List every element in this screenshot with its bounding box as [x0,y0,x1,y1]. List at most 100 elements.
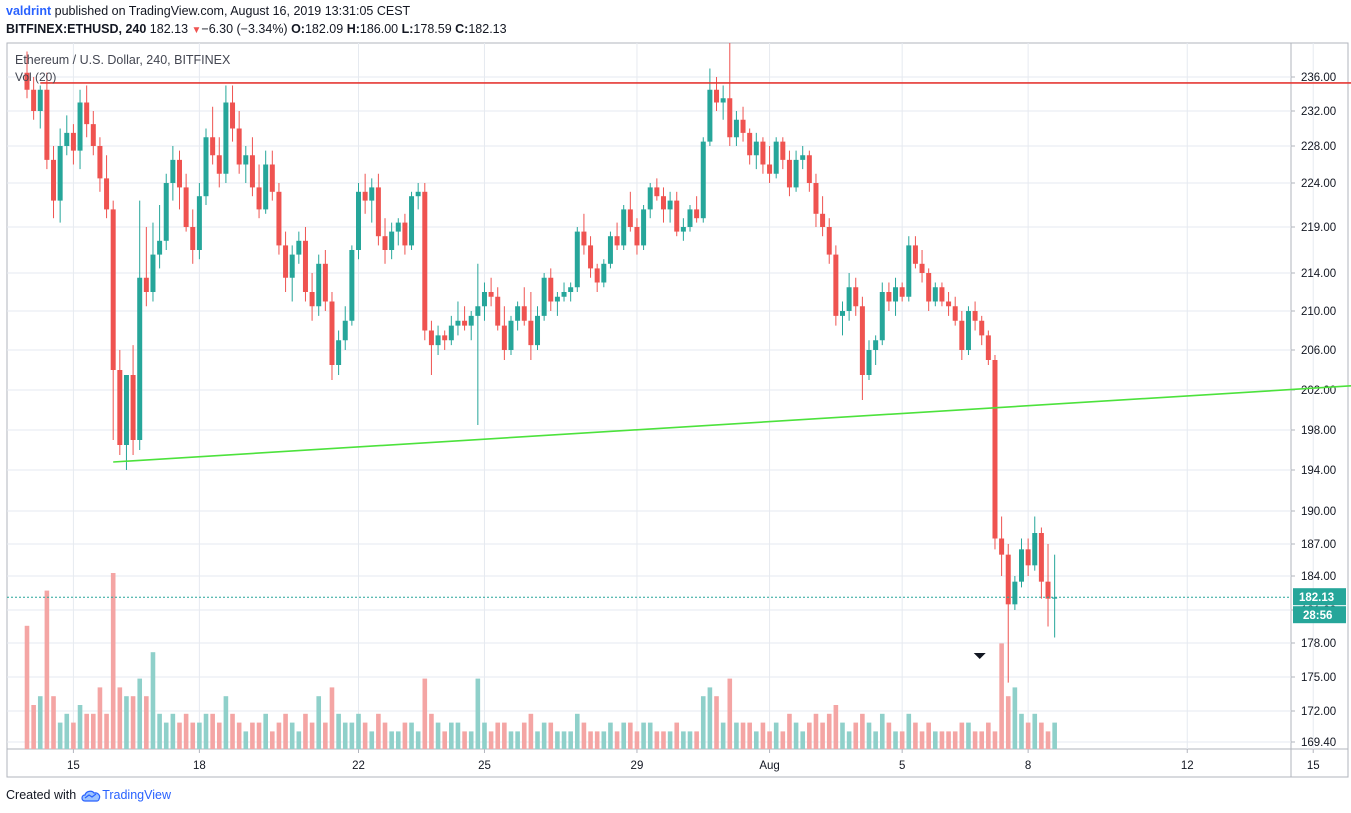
volume-bar [1012,687,1018,749]
candle-body [561,292,567,297]
published-text: published on TradingView.com, August 16,… [51,4,411,18]
candle-body [143,277,149,292]
candle-body [621,209,627,246]
candle-body [196,196,202,250]
candle-body [979,320,985,336]
volume-bar [429,713,434,749]
volume-bar [959,722,965,749]
y-tick-label: 228.00 [1301,141,1336,153]
y-tick-label: 236.00 [1301,72,1336,84]
candle-body [236,128,242,165]
candle-body [1052,597,1058,599]
volume-bar [276,722,282,749]
candle-body [694,209,700,219]
volume-bar [1005,696,1011,749]
volume-bar [727,678,733,749]
candle-body [223,102,229,174]
candle-body [959,320,965,350]
author-link[interactable]: valdrint [6,4,52,18]
candle-body [919,263,925,273]
volume-bar [846,731,852,749]
volume-bar [919,731,925,749]
volume-bar [223,696,229,749]
volume-bar [1052,722,1057,749]
volume-bar [767,731,772,749]
volume-bar [952,731,958,749]
volume-bar [84,713,89,749]
candle-body [866,350,872,375]
volume-bar [681,731,686,749]
volume-bar [495,722,501,749]
volume-bar [210,713,215,749]
volume-bar [177,722,182,749]
candle-body [760,141,766,165]
volume-bar [992,731,998,749]
candle-body [740,119,746,133]
volume-bar [482,722,487,749]
x-tick-label: 12 [1181,760,1194,772]
volume-bar [263,713,268,749]
volume-bar [661,731,666,749]
candle-body [528,320,534,346]
volume-bar [475,678,481,749]
candle-body [488,292,494,297]
candle-body [428,330,434,346]
candle-body [230,102,236,129]
countdown-label: 28:56 [1303,610,1332,622]
volume-bar [316,696,322,749]
volume-bar [893,731,898,749]
candle-body [859,306,865,375]
candle-body [322,263,328,302]
candle-body [402,222,408,246]
volume-bar [51,696,56,749]
chart-frame [6,42,1349,778]
volume-bar [289,722,295,749]
candle-body [747,132,753,156]
y-tick-label: 198.00 [1301,425,1336,437]
volume-bar [349,722,355,749]
volume-bar [130,696,136,749]
series-legend[interactable]: Ethereum / U.S. Dollar, 240, BITFINEX [15,53,231,67]
tradingview-link[interactable]: TradingView [80,788,171,802]
volume-bar [91,713,96,749]
volume-bar [879,713,885,749]
volume-bar [700,696,706,749]
volume-bar [873,731,878,749]
candle-body [753,141,759,156]
volume-bar [183,713,189,749]
candle-body [442,335,448,341]
last-price-box [1293,588,1346,606]
volume-legend[interactable]: Vol (20) [15,70,57,84]
volume-bar [336,713,341,749]
candle-body [1038,533,1044,582]
publish-line: valdrint published on TradingView.com, A… [6,4,410,18]
y-tick-label: 194.00 [1301,465,1336,477]
volume-bar [144,696,149,749]
countdown-box [1293,606,1346,624]
candle-body [687,209,693,227]
candle-body [84,102,90,125]
candle-body [594,268,600,283]
candle-body [481,292,487,307]
marker-down-triangle-icon [973,653,986,659]
candle-body [1005,554,1011,605]
volume-bar [939,731,945,749]
volume-bar [548,722,554,749]
volume-bar [641,722,646,749]
close-value: 182.13 [468,22,507,36]
volume-bar [124,696,129,749]
candle-body [932,287,938,302]
volume-bar [853,722,859,749]
y-tick-label: 232.00 [1301,106,1336,118]
volume-bar [1045,731,1051,749]
volume-bar [780,731,786,749]
volume-bar [502,722,507,749]
volume-bar [714,696,719,749]
volume-bar [150,652,156,749]
volume-bar [250,722,255,749]
candle-body [853,287,859,307]
volume-bar [110,573,116,749]
volume-bar [435,722,441,749]
high-label: H: [346,22,360,36]
